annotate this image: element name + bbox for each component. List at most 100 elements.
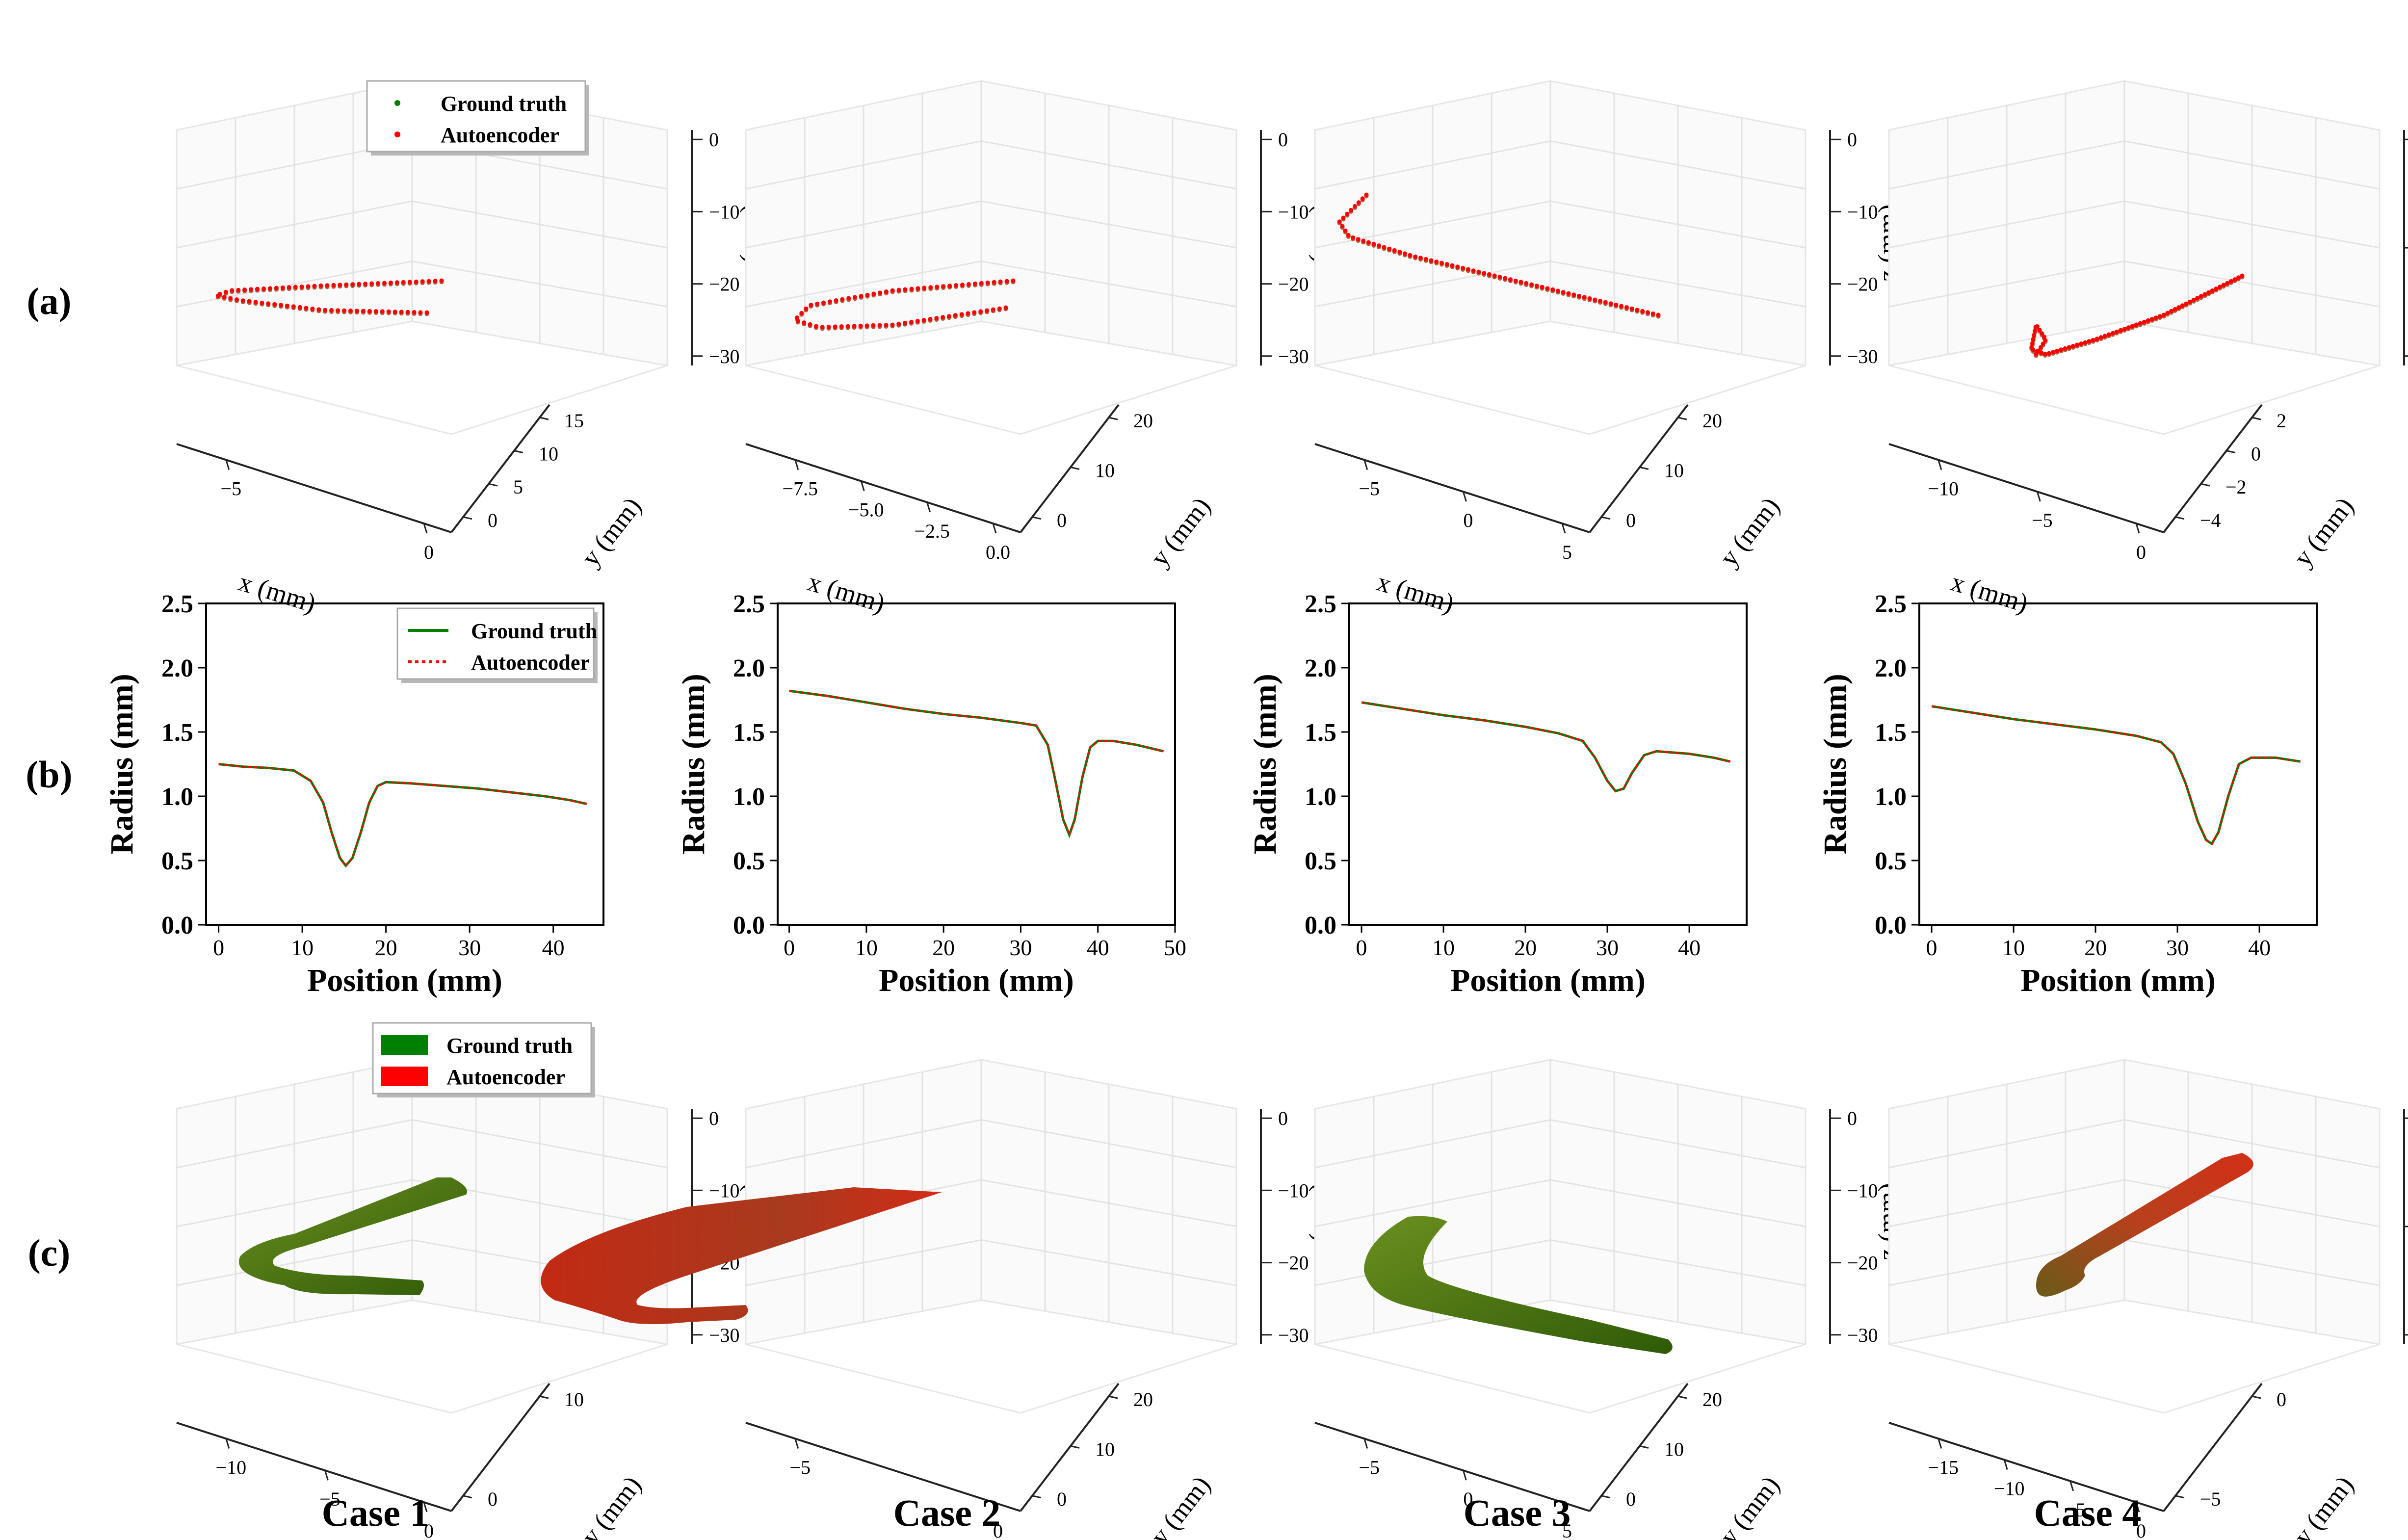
autoencoder-point — [1635, 308, 1640, 313]
autoencoder-point — [297, 305, 302, 310]
autoencoder-point — [2161, 313, 2166, 317]
autoencoder-point — [1545, 286, 1550, 291]
y-axis-label: y (mm) — [2288, 492, 2359, 572]
z-tick-label: −10 — [1278, 1179, 1309, 1201]
autoencoder-point — [2067, 345, 2071, 350]
y-axis-line — [1589, 404, 1689, 533]
autoencoder-point — [2217, 285, 2222, 289]
autoencoder-point — [1614, 302, 1619, 307]
autoencoder-point — [840, 297, 845, 302]
autoencoder-point — [972, 310, 977, 315]
autoencoder-point — [262, 286, 266, 291]
autoencoder-point — [2037, 328, 2042, 332]
autoencoder-point — [401, 280, 406, 285]
autoencoder-point — [1392, 248, 1397, 253]
autoencoder-point — [1646, 310, 1650, 315]
y-tick-label: 2.5 — [733, 590, 765, 618]
autoencoder-point — [1656, 313, 1661, 317]
autoencoder-point — [896, 287, 901, 292]
pane-grid — [745, 80, 1237, 435]
autoencoder-point — [1603, 300, 1608, 305]
y-axis-label: y (mm) — [1714, 492, 1785, 572]
z-tick-label: −30 — [1278, 345, 1309, 367]
pane-grid — [1888, 80, 2381, 435]
autoencoder-point — [369, 281, 374, 286]
x-axis-line — [1314, 1422, 1590, 1512]
autoencoder-point — [1371, 241, 1376, 246]
autoencoder-point — [979, 281, 984, 286]
autoencoder-point — [393, 310, 397, 314]
autoencoder-point — [1450, 263, 1455, 268]
radius-chart-case3: 0.0 0.5 1.0 1.5 2.0 2.5 0 10 20 30 40 Position (mm)… — [1247, 590, 1748, 998]
autoencoder-point — [2206, 290, 2211, 295]
autoencoder-point — [2094, 337, 2099, 341]
y-axis-label: Radius (mm) — [104, 674, 140, 855]
autoencoder-point — [966, 282, 971, 287]
y-tick-label: 0 — [2277, 1388, 2286, 1410]
case-label: Case 1 — [322, 1491, 429, 1534]
x-axis-line — [1888, 1422, 2164, 1512]
autoencoder-point — [2034, 352, 2039, 357]
autoencoder-point — [223, 289, 228, 294]
autoencoder-point — [280, 285, 285, 290]
autoencoder-point — [966, 311, 970, 316]
autoencoder-point — [293, 285, 298, 289]
x-tick-label: 30 — [458, 935, 481, 960]
autoencoder-point — [310, 306, 315, 311]
autoencoder-point — [2172, 307, 2177, 312]
autoencoder-point — [2169, 309, 2173, 313]
point-cloud — [2029, 273, 2245, 358]
legend-label: Autoencoder — [446, 1065, 565, 1089]
autoencoder-point — [1482, 271, 1487, 276]
x-tick-label: −5 — [1359, 477, 1380, 499]
autoencoder-point — [274, 286, 279, 290]
radius-chart-case4: 0.0 0.5 1.0 1.5 2.0 2.5 0 10 20 30 40 Position (mm)… — [1817, 590, 2318, 998]
autoencoder-point — [903, 320, 908, 325]
x-axis-line — [176, 443, 452, 533]
autoencoder-point — [376, 281, 380, 286]
autoencoder-point — [1593, 297, 1597, 302]
z-tick-label: −30 — [709, 345, 740, 367]
autoencoder-point — [2118, 328, 2123, 333]
autoencoder-point — [2184, 301, 2189, 306]
autoencoder-point — [342, 308, 347, 313]
autoencoder-point — [420, 279, 425, 284]
autoencoder-point — [247, 299, 252, 304]
autoencoder-line — [1931, 705, 2301, 845]
autoencoder-point — [2240, 273, 2245, 278]
autoencoder-point — [2043, 338, 2048, 343]
autoencoder-point — [2042, 352, 2047, 356]
x-tick-label: 0 — [213, 935, 224, 960]
autoencoder-point — [312, 284, 317, 288]
autoencoder-point — [1011, 278, 1016, 283]
x-tick-label: −10 — [216, 1456, 247, 1478]
x-tick-label: 10 — [855, 935, 878, 960]
autoencoder-point — [1382, 245, 1387, 250]
autoencoder-point — [1461, 265, 1466, 270]
autoencoder-point — [1429, 258, 1434, 263]
point-cloud — [795, 278, 1016, 331]
autoencoder-point — [878, 290, 883, 295]
autoencoder-point — [2126, 325, 2131, 330]
autoencoder-point — [412, 310, 417, 314]
y-tick-label: 1.0 — [1305, 783, 1336, 811]
z-tick-label: 0 — [1278, 129, 1288, 151]
autoencoder-point — [1587, 296, 1592, 301]
autoencoder-point — [363, 282, 368, 286]
autoencoder-point — [236, 287, 241, 292]
vessel-surface — [1364, 1216, 1673, 1354]
autoencoder-point — [2191, 297, 2196, 302]
y-tick-label: 2.0 — [1305, 654, 1336, 682]
autoencoder-point — [2122, 327, 2127, 331]
pane-grid — [1888, 1059, 2381, 1414]
legend-swatch — [381, 1067, 428, 1086]
autoencoder-point — [399, 310, 404, 314]
autoencoder-point — [235, 297, 239, 302]
autoencoder-point — [1337, 219, 1342, 224]
y-tick-label: 1.0 — [733, 783, 765, 811]
y-tick-label: 0 — [1057, 509, 1067, 531]
